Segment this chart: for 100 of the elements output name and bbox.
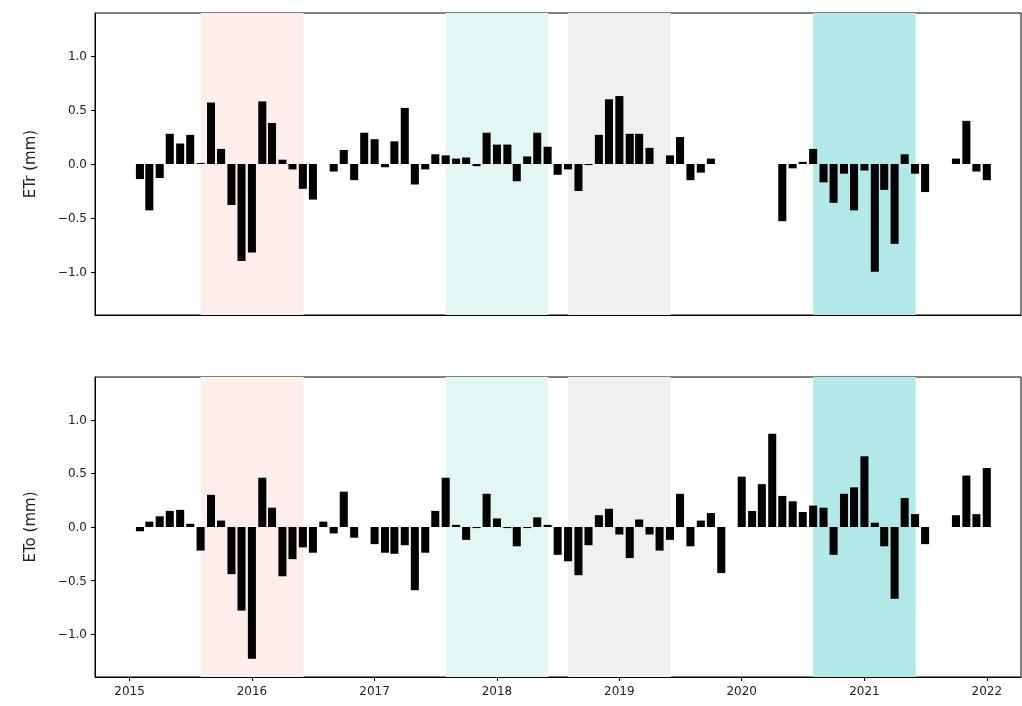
bar bbox=[431, 510, 440, 527]
bar bbox=[584, 527, 593, 546]
bar bbox=[798, 512, 807, 527]
bar bbox=[839, 493, 848, 527]
bar bbox=[319, 521, 328, 527]
bar bbox=[553, 527, 562, 555]
bar bbox=[604, 508, 613, 527]
bar bbox=[850, 487, 859, 527]
bar bbox=[227, 164, 236, 205]
bar bbox=[503, 144, 512, 164]
bar bbox=[217, 148, 226, 164]
bar bbox=[237, 527, 246, 611]
bar bbox=[809, 505, 818, 527]
bar bbox=[370, 139, 379, 164]
bar bbox=[237, 164, 246, 262]
bar bbox=[206, 102, 216, 164]
bar bbox=[390, 141, 399, 164]
bar bbox=[492, 518, 502, 527]
bar bbox=[421, 164, 430, 170]
bar bbox=[574, 527, 583, 576]
bar bbox=[982, 164, 991, 181]
bar bbox=[890, 527, 899, 599]
bar bbox=[145, 521, 154, 527]
bar bbox=[665, 155, 674, 164]
bar bbox=[972, 514, 981, 527]
bar bbox=[768, 433, 777, 527]
bar bbox=[431, 154, 440, 164]
bar bbox=[339, 491, 348, 527]
x-tick-label: 2020 bbox=[726, 684, 757, 698]
bar bbox=[410, 527, 419, 591]
bar bbox=[809, 148, 818, 164]
bar bbox=[176, 143, 185, 164]
bar bbox=[553, 164, 562, 175]
y-tick-label: 0.5 bbox=[67, 466, 87, 481]
bar bbox=[258, 477, 267, 527]
y-tick-label: 1.0 bbox=[67, 49, 87, 64]
bar bbox=[900, 498, 909, 527]
bar bbox=[972, 164, 981, 172]
bar bbox=[829, 527, 838, 555]
bar bbox=[462, 157, 471, 164]
bar bbox=[890, 164, 899, 244]
bar bbox=[696, 164, 705, 173]
bar bbox=[860, 164, 869, 171]
bar bbox=[329, 164, 338, 172]
bar bbox=[186, 134, 195, 164]
bar bbox=[155, 516, 164, 527]
bar bbox=[298, 527, 307, 548]
bar bbox=[676, 493, 685, 527]
bar bbox=[543, 524, 552, 527]
bar bbox=[625, 527, 634, 559]
bar bbox=[441, 155, 450, 164]
bar bbox=[196, 527, 205, 551]
bar bbox=[604, 99, 613, 164]
bar bbox=[247, 164, 256, 253]
bar bbox=[819, 507, 828, 527]
y-tick-label: 1.0 bbox=[67, 412, 87, 427]
bar bbox=[278, 159, 287, 164]
bar bbox=[380, 164, 390, 168]
bar bbox=[748, 510, 757, 527]
bar bbox=[482, 493, 491, 527]
bar bbox=[441, 477, 450, 527]
bar bbox=[288, 527, 297, 560]
bar bbox=[452, 158, 461, 164]
bar bbox=[135, 527, 144, 532]
x-tick-label: 2017 bbox=[359, 684, 390, 698]
bar bbox=[329, 527, 338, 534]
bar bbox=[176, 509, 185, 527]
bar bbox=[523, 156, 532, 164]
bar bbox=[737, 476, 746, 527]
bar bbox=[706, 158, 715, 164]
x-tick-label: 2018 bbox=[481, 684, 513, 698]
bar bbox=[798, 161, 807, 164]
bar bbox=[880, 527, 889, 547]
y-tick-label: −1.0 bbox=[57, 264, 87, 279]
bar bbox=[227, 527, 236, 575]
bar bbox=[298, 164, 307, 189]
bar bbox=[839, 164, 848, 174]
bar bbox=[655, 527, 664, 551]
x-tick-label: 2022 bbox=[971, 684, 1003, 698]
bar bbox=[186, 523, 195, 527]
y-tick-label: −0.5 bbox=[57, 573, 87, 588]
bar bbox=[165, 133, 174, 164]
bar bbox=[696, 520, 705, 527]
bar bbox=[462, 527, 471, 540]
bar bbox=[512, 527, 521, 547]
bar bbox=[206, 494, 216, 527]
bar bbox=[533, 132, 542, 164]
bar bbox=[165, 510, 174, 527]
bar bbox=[533, 517, 542, 527]
bar bbox=[900, 154, 909, 164]
y-tick-label: −0.5 bbox=[57, 210, 87, 225]
x-tick-label: 2019 bbox=[604, 684, 635, 698]
bar bbox=[911, 514, 920, 527]
x-tick-label: 2015 bbox=[114, 684, 145, 698]
bar bbox=[686, 527, 695, 547]
bar bbox=[410, 164, 419, 185]
bar bbox=[421, 527, 430, 553]
bar bbox=[339, 149, 348, 164]
x-tick-label: 2021 bbox=[849, 684, 880, 698]
bar bbox=[778, 164, 787, 222]
